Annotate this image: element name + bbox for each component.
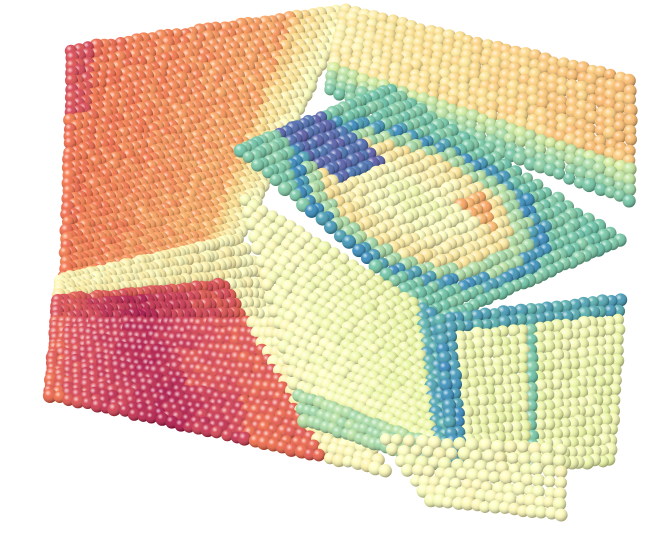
point-sphere-shading bbox=[333, 88, 346, 101]
point-sphere-shading bbox=[563, 172, 576, 185]
point-sphere-shading bbox=[210, 425, 223, 439]
point-sphere-shading bbox=[145, 411, 158, 424]
point-sphere-shading bbox=[107, 402, 122, 417]
point-sphere-shading bbox=[582, 177, 597, 193]
point-sphere-shading bbox=[622, 194, 636, 208]
point-sphere-shading bbox=[553, 167, 565, 180]
point-sphere-shading bbox=[312, 448, 326, 462]
point-sphere-shading bbox=[378, 464, 392, 478]
point-sphere-shading bbox=[221, 429, 234, 442]
sphere-layer bbox=[42, 3, 638, 522]
point-sphere-shading bbox=[624, 133, 638, 146]
